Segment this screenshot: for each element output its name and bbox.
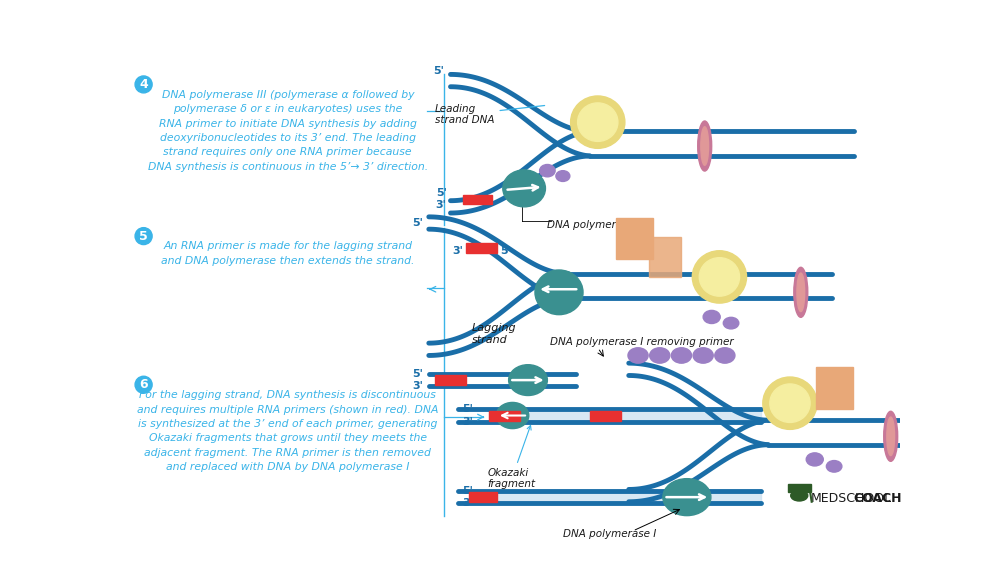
Ellipse shape [826,460,842,472]
Ellipse shape [884,411,898,462]
Ellipse shape [699,258,740,296]
Text: MEDSCHOOL: MEDSCHOOL [811,492,892,505]
Ellipse shape [628,348,648,363]
Ellipse shape [444,53,464,68]
Bar [463,195,492,204]
Text: 5': 5' [436,188,447,198]
Ellipse shape [887,417,895,456]
Text: DNA polymerase I removing primer: DNA polymerase I removing primer [550,336,733,346]
Circle shape [135,76,152,93]
Ellipse shape [715,348,735,363]
Ellipse shape [571,96,625,148]
Bar [590,410,621,420]
Ellipse shape [671,348,692,363]
Text: 5': 5' [462,486,473,496]
Bar [616,218,653,259]
Text: Lagging
strand: Lagging strand [471,323,516,345]
Ellipse shape [496,402,529,429]
Ellipse shape [698,121,712,171]
Ellipse shape [797,273,805,312]
Text: 3': 3' [436,201,447,211]
Ellipse shape [488,53,508,68]
Bar [788,484,811,492]
Ellipse shape [663,479,711,516]
Ellipse shape [794,268,808,318]
Text: 5': 5' [462,405,473,415]
Text: 5': 5' [413,369,423,379]
Circle shape [135,376,152,393]
Bar [466,243,497,253]
Ellipse shape [703,310,720,323]
Ellipse shape [693,348,713,363]
Text: DNA polymerase III: DNA polymerase III [547,219,647,229]
Ellipse shape [531,53,551,68]
Text: 5': 5' [412,218,423,228]
Ellipse shape [503,170,545,207]
Text: For the lagging strand, DNA synthesis is discontinuous
and requires multiple RNA: For the lagging strand, DNA synthesis is… [137,390,438,472]
Ellipse shape [791,490,808,501]
Text: 6: 6 [139,378,148,391]
Bar [469,492,497,502]
Bar [489,410,520,420]
Text: 5: 5 [139,229,148,243]
Text: DNA polymerase I: DNA polymerase I [563,529,656,539]
Ellipse shape [763,377,817,429]
Bar [816,367,853,409]
Ellipse shape [578,103,618,141]
Text: 5': 5' [433,65,444,76]
Text: 3': 3' [462,498,473,508]
Ellipse shape [509,53,530,68]
Text: 4: 4 [139,78,148,91]
Ellipse shape [701,127,709,165]
Text: COACH: COACH [854,492,902,505]
Bar [649,237,681,277]
Text: DNA polymerase III (polymerase α followed by
polymerase δ or ε in eukaryotes) us: DNA polymerase III (polymerase α followe… [148,90,428,172]
Ellipse shape [535,270,583,315]
Circle shape [135,228,152,245]
Ellipse shape [466,53,486,68]
Text: Leading
strand DNA: Leading strand DNA [435,103,545,125]
Text: 3': 3' [453,246,464,256]
Bar [435,375,466,385]
Text: 3': 3' [462,417,473,427]
Ellipse shape [806,453,823,466]
Text: 5': 5' [500,246,511,256]
Ellipse shape [692,250,747,303]
Ellipse shape [723,318,739,329]
Ellipse shape [540,165,555,177]
Text: 3': 3' [413,381,423,391]
Ellipse shape [650,348,670,363]
Ellipse shape [509,365,547,396]
Text: Okazaki
fragment: Okazaki fragment [488,426,536,489]
Ellipse shape [556,171,570,182]
Text: An RNA primer is made for the lagging strand
and DNA polymerase then extends the: An RNA primer is made for the lagging st… [161,242,415,266]
Ellipse shape [770,384,810,422]
